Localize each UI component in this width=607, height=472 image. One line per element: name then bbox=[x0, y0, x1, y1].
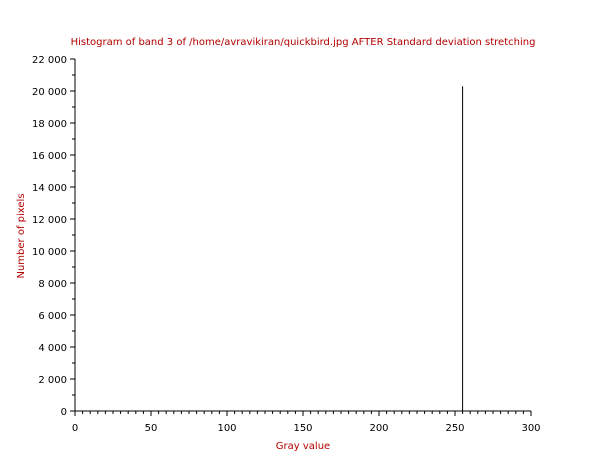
x-tick-label: 300 bbox=[521, 423, 540, 434]
chart-title: Histogram of band 3 of /home/avravikiran… bbox=[71, 37, 536, 48]
x-tick-label: 150 bbox=[293, 423, 312, 434]
y-tick-label: 6 000 bbox=[38, 311, 67, 322]
x-tick-label: 250 bbox=[445, 423, 464, 434]
y-tick-label: 18 000 bbox=[32, 119, 67, 130]
x-tick-label: 0 bbox=[72, 423, 78, 434]
y-tick-label: 22 000 bbox=[32, 55, 67, 66]
x-tick-label: 200 bbox=[369, 423, 388, 434]
y-tick-label: 12 000 bbox=[32, 215, 67, 226]
y-tick-label: 2 000 bbox=[38, 375, 67, 386]
y-tick-label: 4 000 bbox=[38, 343, 67, 354]
y-tick-label: 20 000 bbox=[32, 87, 67, 98]
axes: 0 50 100 150 200 250 300 0 2 000 4 000 6 000 8 000 1… bbox=[32, 55, 541, 434]
y-tick-label: 14 000 bbox=[32, 183, 67, 194]
y-tick-label: 10 000 bbox=[32, 247, 67, 258]
x-tick-label: 50 bbox=[145, 423, 158, 434]
y-axis-label: Number of pixels bbox=[16, 193, 27, 278]
x-axis-label: Gray value bbox=[276, 441, 330, 452]
y-tick-label: 16 000 bbox=[32, 151, 67, 162]
x-tick-label: 100 bbox=[217, 423, 236, 434]
y-tick-label: 8 000 bbox=[38, 279, 67, 290]
y-tick-label: 0 bbox=[61, 407, 67, 418]
